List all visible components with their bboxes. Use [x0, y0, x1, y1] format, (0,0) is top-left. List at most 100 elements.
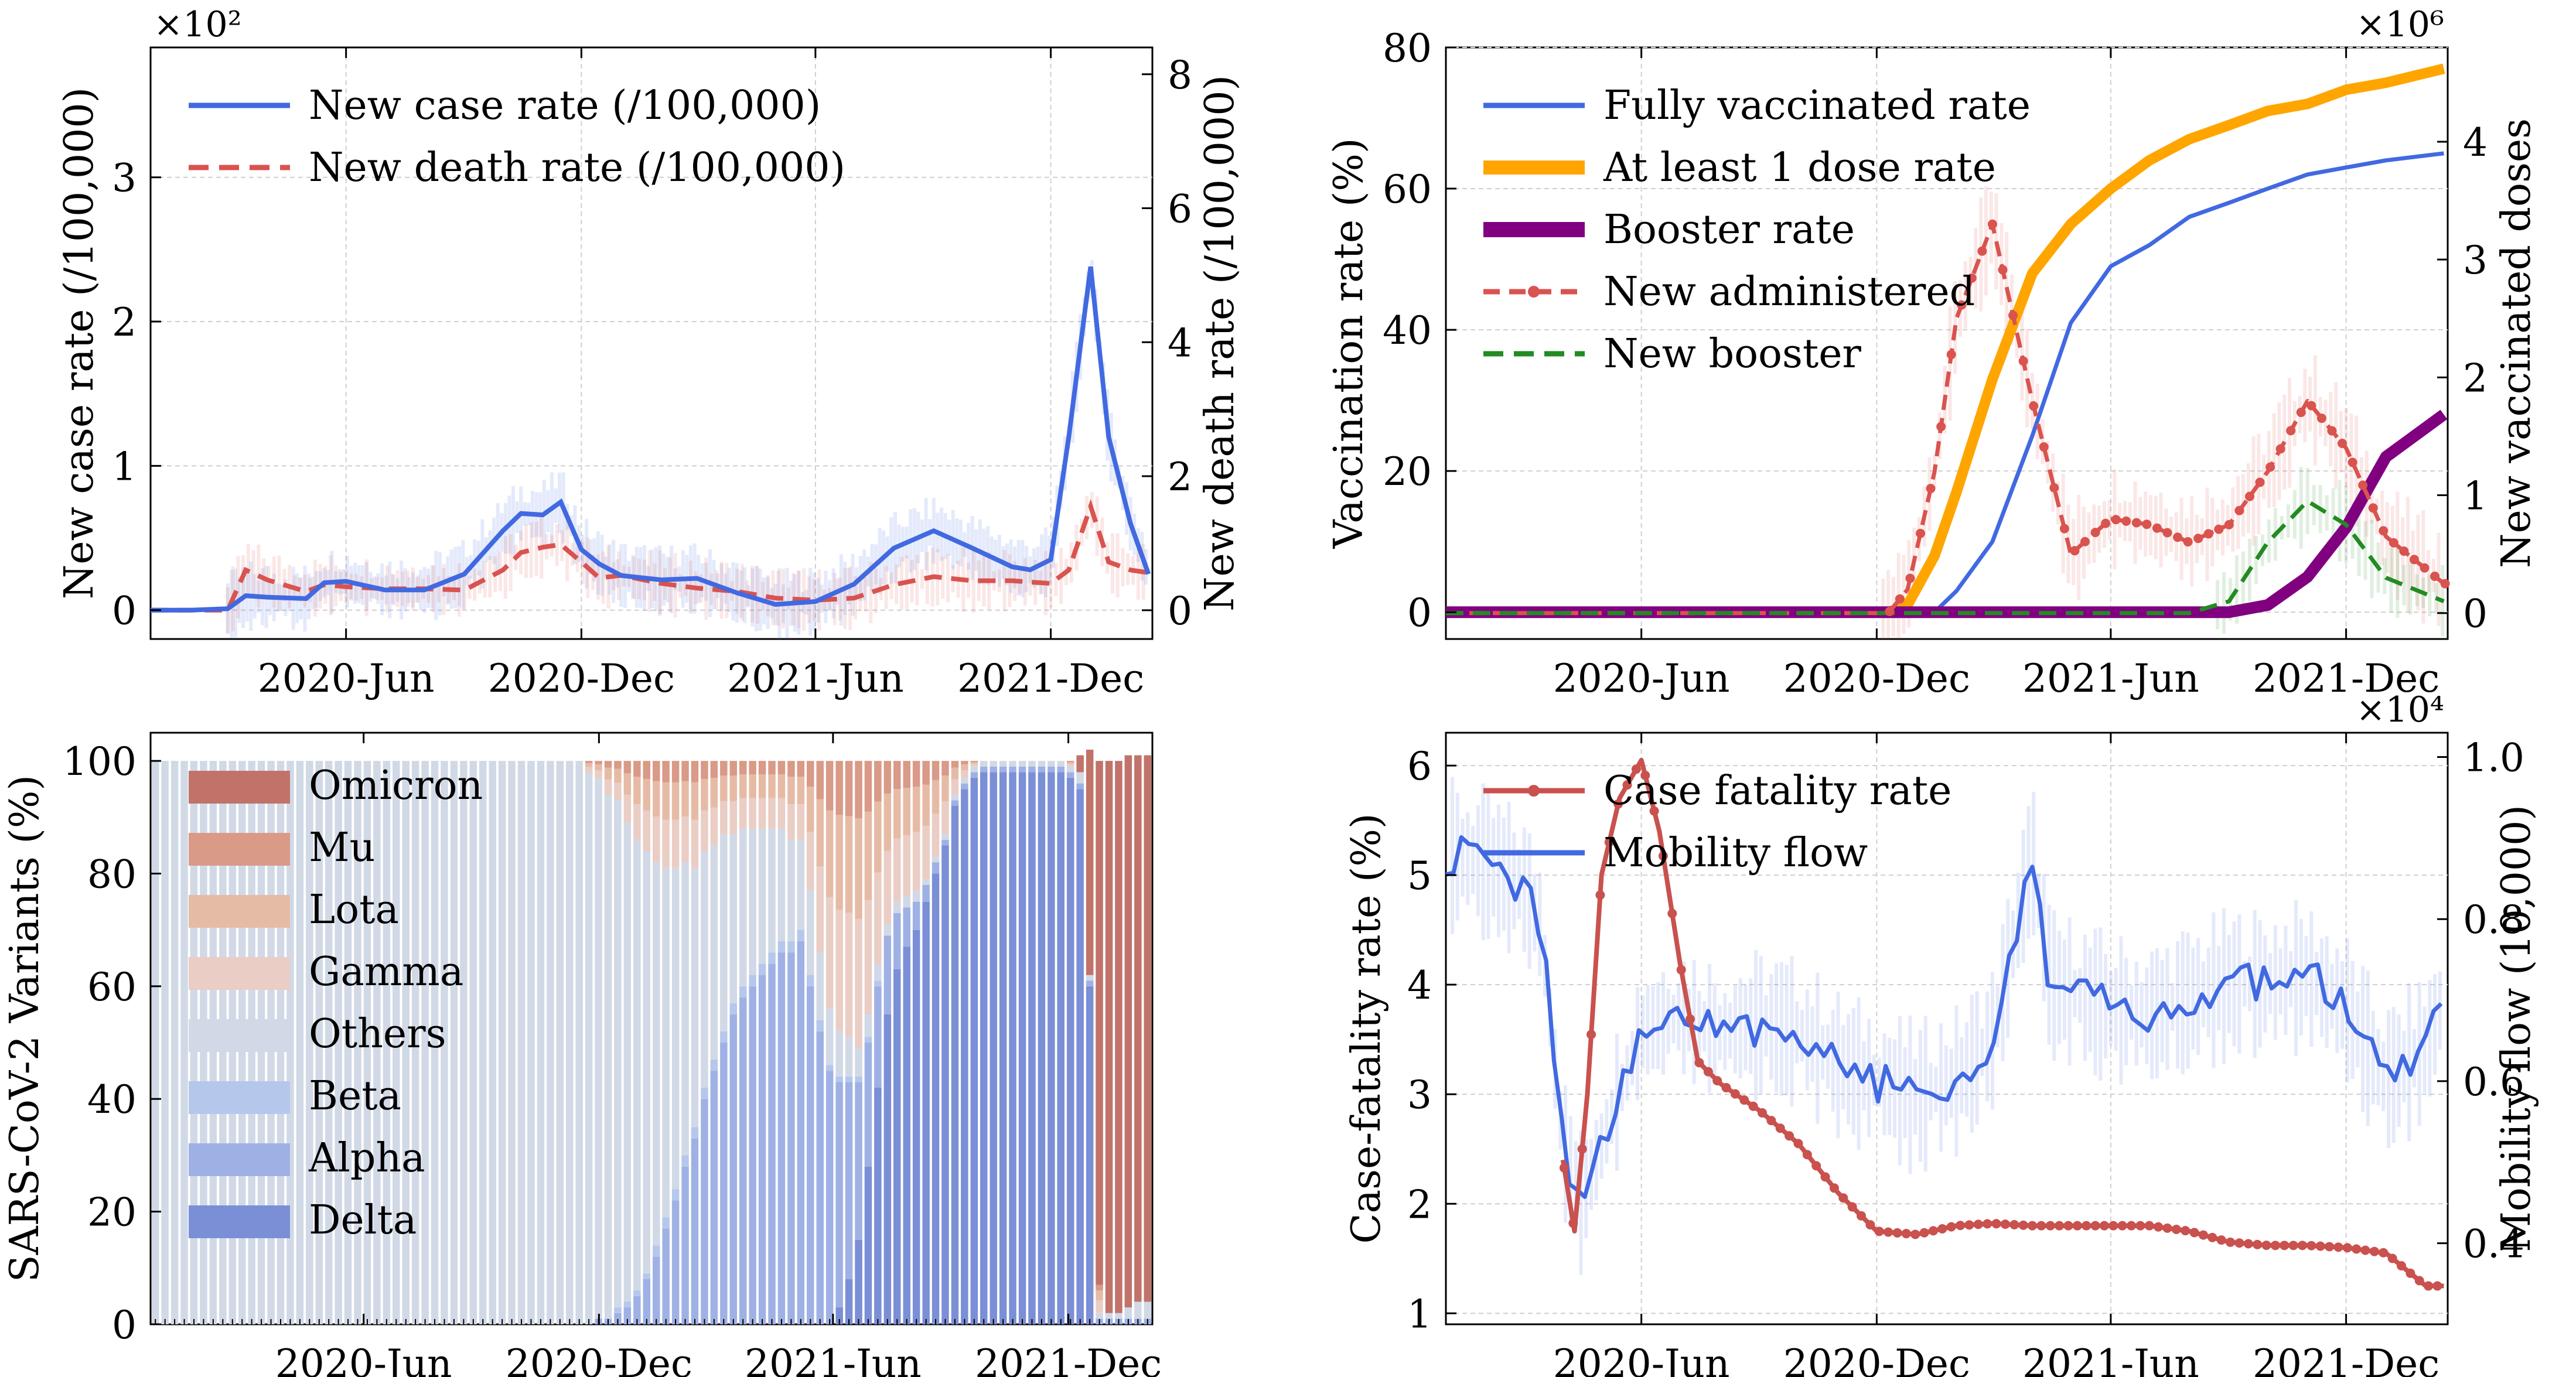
legend-swatch-others	[189, 1019, 290, 1052]
bar-segment-others	[508, 761, 516, 1324]
bar-segment-lota	[691, 782, 699, 820]
tick-layer: 2020-Dec 2021-Jun 2021-Dec2020-Jun02040608…	[1383, 26, 2488, 701]
bar-segment-delta	[1086, 986, 1094, 1324]
x-tick-label: 2021-Jun	[727, 656, 904, 701]
bar-segment-alpha	[777, 952, 786, 1324]
bar-segment-beta	[874, 980, 882, 986]
data-point-cfr	[1748, 1101, 1758, 1111]
bar-segment-delta	[1067, 778, 1074, 1324]
legend: Case fatality rate Mobility flow	[1483, 768, 1951, 876]
bar-segment-gamma	[922, 826, 930, 880]
bar-segment-gamma	[893, 838, 901, 902]
bar-segment-alpha	[883, 935, 892, 1014]
data-point-cfr	[1901, 1229, 1911, 1239]
bar-segment-mu	[874, 761, 882, 802]
x-tick-label: 2020-Jun	[258, 656, 435, 701]
legend: New case rate (/100,000) New death rate …	[189, 83, 845, 191]
bar-segment-beta	[825, 1065, 834, 1071]
data-point-new-admin	[2090, 528, 2100, 538]
bar-segment-alpha	[903, 907, 910, 947]
y-tick-label: 3	[112, 156, 137, 201]
data-point-cfr	[1640, 770, 1650, 780]
bar-segment-delta	[874, 1088, 882, 1324]
bar-segment-lota	[653, 781, 660, 817]
bar-segment-alpha	[671, 1200, 680, 1324]
bar-segment-others	[797, 839, 805, 930]
bar-segment-others	[469, 761, 477, 1324]
data-point-new-admin	[2307, 401, 2316, 411]
data-point-new-admin	[2275, 444, 2285, 454]
bar-segment-alpha	[1038, 766, 1046, 773]
data-point-cfr	[2352, 1244, 2362, 1254]
bar-segment-gamma	[662, 819, 670, 868]
bar-segment-mu	[797, 761, 805, 777]
data-point-cfr	[1667, 908, 1677, 918]
bar-segment-beta	[633, 1290, 641, 1296]
bar-segment-others	[874, 963, 882, 981]
bar-segment-others	[990, 761, 997, 767]
bar-segment-beta	[662, 1217, 670, 1229]
data-point-cfr	[1874, 1226, 1884, 1236]
bar-segment-gamma	[614, 783, 622, 801]
y-tick-label: 40	[87, 1077, 137, 1122]
bar-segment-gamma	[749, 798, 756, 829]
bar-segment-others	[883, 924, 892, 936]
bar-segment-mu	[729, 761, 737, 776]
bar-segment-others	[595, 778, 602, 1319]
data-point-cfr	[1973, 1219, 1983, 1229]
data-point-cfr	[1622, 780, 1632, 790]
bar-segment-omicron	[1105, 761, 1113, 1313]
bar-segment-others	[1096, 1313, 1103, 1319]
data-point-cfr	[1991, 1219, 2001, 1229]
bar-segment-others	[970, 766, 978, 773]
data-point-cfr	[2135, 1221, 2145, 1231]
y2-tick-label: 0.8	[2463, 897, 2524, 942]
bar-segment-others	[498, 761, 506, 1324]
bar-segment-beta	[797, 930, 805, 941]
data-point-cfr	[1694, 1058, 1704, 1068]
bar-segment-others	[671, 867, 680, 1190]
bar-segment-others	[835, 1031, 843, 1077]
bar-segment-others	[296, 761, 304, 1324]
bar-segment-others	[441, 761, 448, 1324]
bar-segment-gamma	[970, 764, 978, 767]
bar-segment-mu	[835, 761, 843, 815]
y-axis-label: Case-fatality rate (%)	[1343, 813, 1390, 1243]
bar-segment-lota	[845, 816, 853, 913]
x-tick-label: 2020-Jun	[1553, 656, 1730, 701]
bar-segment-alpha	[961, 783, 968, 790]
data-point-cfr	[2108, 1221, 2118, 1231]
bar-segment-beta	[777, 941, 786, 953]
bar-segment-lota	[777, 774, 786, 798]
bar-segment-gamma	[874, 872, 882, 964]
bar-segment-others	[1018, 761, 1026, 767]
data-point-new-admin	[2059, 524, 2069, 534]
data-point-new-admin	[2409, 555, 2419, 565]
data-point-cfr	[1730, 1089, 1740, 1099]
data-point-cfr	[2162, 1223, 2172, 1233]
data-point-cfr	[2009, 1219, 2019, 1229]
bar-segment-mu	[662, 761, 670, 783]
bar-segment-gamma	[825, 897, 834, 1009]
bar-segment-delta	[951, 806, 959, 1324]
bar-segment-lota	[825, 810, 834, 897]
bar-segment-mu	[595, 761, 602, 764]
tick-layer: 2020-Jun 2020-Dec 2021-Jun 2021-Dec 1 2 3 4 5 6 0.…	[1407, 733, 2524, 1377]
bar-segment-alpha	[681, 1166, 689, 1324]
bar-segment-gamma	[777, 798, 786, 829]
data-point-new-admin	[2101, 518, 2111, 528]
legend-label-one-dose: At least 1 dose rate	[1603, 145, 1996, 191]
bar-segment-alpha	[1076, 783, 1084, 790]
data-point-cfr	[2325, 1242, 2335, 1252]
bar-segment-delta	[961, 789, 968, 1324]
bar-segment-delta	[932, 873, 940, 1324]
bar-segment-lota	[758, 774, 766, 798]
bar-segment-others	[903, 896, 910, 908]
bar-segment-delta	[970, 778, 978, 1324]
plot-area	[149, 46, 1154, 640]
y2-multiplier: ×10⁶	[2356, 4, 2444, 45]
y2-axis-label: New death rate (/100,000)	[1197, 75, 1243, 611]
bar-segment-beta	[855, 1076, 862, 1082]
data-point-cfr	[2216, 1235, 2226, 1245]
bar-segment-others	[912, 890, 920, 902]
